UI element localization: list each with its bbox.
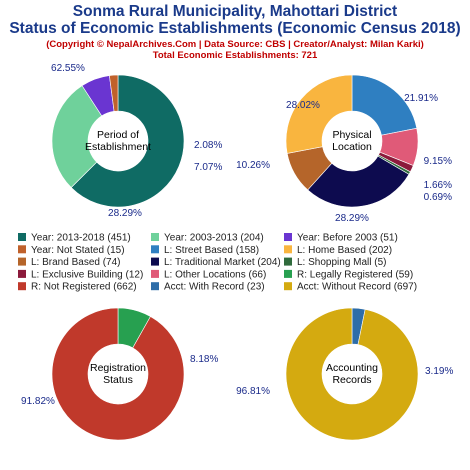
legend-item: Year: 2013-2018 (451) — [18, 233, 131, 244]
chart-title-line1: Sonma Rural Municipality, Mahottari Dist… — [72, 3, 398, 20]
legend-label: L: Brand Based (74) — [31, 257, 121, 268]
legend-swatch — [284, 282, 292, 291]
slice-1-4 — [109, 74, 119, 112]
slice-pct-label: 7.07% — [194, 162, 222, 173]
legend-swatch — [284, 233, 292, 241]
slice-pct-label: 1.66% — [424, 180, 452, 191]
slice-pct-label: 8.18% — [190, 354, 218, 365]
legend-swatch — [151, 269, 159, 278]
legend-item: Year: Before 2003 (51) — [284, 233, 398, 244]
chart-total: Total Economic Establishments: 721 — [152, 50, 318, 61]
legend-item: R: Not Registered (662) — [18, 282, 137, 293]
donut-center — [322, 344, 382, 404]
donut-center-label: Records — [332, 374, 371, 386]
slice-pct-label: 0.69% — [424, 192, 452, 203]
legend-swatch — [284, 269, 292, 278]
legend-swatch — [18, 282, 26, 291]
legend-label: L: Other Locations (66) — [164, 269, 266, 280]
slice-2-7 — [285, 74, 353, 154]
donut-center — [322, 111, 382, 171]
donut-center-label: Physical — [332, 129, 371, 141]
slice-pct-label: 21.91% — [404, 93, 438, 104]
slice-pct-label: 3.19% — [425, 366, 453, 377]
legend-swatch — [151, 245, 159, 254]
legend-item: Year: Not Stated (15) — [18, 245, 125, 256]
slice-pct-label: 91.82% — [21, 396, 55, 407]
legend-label: L: Exclusive Building (12) — [31, 269, 143, 280]
legend-swatch — [18, 269, 26, 278]
legend-swatch — [151, 233, 159, 241]
slice-pct-label: 10.26% — [236, 160, 270, 171]
donut-center-label: Period of — [97, 129, 139, 141]
legend-label: Year: 2013-2018 (451) — [31, 233, 131, 244]
donut-center-label: Status — [103, 374, 133, 386]
slice-pct-label: 28.29% — [108, 208, 142, 219]
donut-center-label: Location — [332, 141, 372, 153]
donut-center-label: Registration — [90, 362, 146, 374]
slice-4-2 — [285, 307, 419, 441]
chart-subtitle: (Copyright © NepalArchives.Com | Data So… — [46, 39, 424, 50]
slice-pct-label: 28.02% — [286, 100, 320, 111]
slice-pct-label: 96.81% — [236, 386, 270, 397]
legend-label: Year: Before 2003 (51) — [297, 233, 398, 244]
slice-1-2 — [51, 85, 103, 188]
legend-swatch — [284, 245, 292, 254]
legend-swatch — [284, 257, 292, 266]
donut-center — [88, 111, 148, 171]
slice-pct-label: 28.29% — [335, 213, 369, 224]
legend-swatch — [18, 233, 26, 241]
legend-item: L: Traditional Market (204) — [151, 257, 281, 268]
donut-center-label: Establishment — [85, 141, 151, 153]
legend-label: L: Home Based (202) — [297, 245, 392, 256]
legend-item: L: Exclusive Building (12) — [18, 269, 143, 280]
legend-swatch — [151, 282, 159, 291]
legend-label: Acct: Without Record (697) — [297, 282, 417, 293]
slice-pct-label: 2.08% — [194, 140, 222, 151]
legend-label: R: Not Registered (662) — [31, 282, 137, 293]
legend-label: Year: Not Stated (15) — [31, 245, 125, 256]
donut-chart-1: 62.55% 28.29% 7.07% 2.08% Period ofEstablish… — [51, 63, 222, 219]
legend-swatch — [18, 245, 26, 254]
legend-item: Acct: With Record (23) — [151, 282, 265, 293]
legend-item: L: Other Locations (66) — [151, 269, 266, 280]
legend-label: Year: 2003-2013 (204) — [164, 233, 264, 244]
legend-item: L: Street Based (158) — [151, 245, 259, 256]
legend-item: Acct: Without Record (697) — [284, 282, 417, 293]
slice-pct-label: 9.15% — [424, 156, 452, 167]
legend-item: L: Shopping Mall (5) — [284, 257, 387, 268]
legend-item: L: Home Based (202) — [284, 245, 392, 256]
legend-label: L: Street Based (158) — [164, 245, 259, 256]
slice-3-2 — [51, 307, 185, 441]
legend-item: L: Brand Based (74) — [18, 257, 121, 268]
donut-center — [88, 344, 148, 404]
slice-1-1 — [70, 74, 185, 208]
slice-pct-label: 62.55% — [51, 63, 85, 74]
legend-swatch — [151, 257, 159, 266]
legend-label: L: Shopping Mall (5) — [297, 257, 387, 268]
legend-item: Year: 2003-2013 (204) — [151, 233, 264, 244]
donut-chart-2: 21.91% 9.15% 1.66%0.69% 28.29% 10.26% 28.02% P… — [236, 74, 452, 224]
chart-title-line2: Status of Economic Establishments (Econo… — [9, 20, 461, 37]
legend-item: R: Legally Registered (59) — [284, 269, 413, 280]
slice-2-5 — [307, 155, 410, 208]
legend-label: L: Traditional Market (204) — [164, 257, 281, 268]
legend-label: Acct: With Record (23) — [164, 282, 265, 293]
donut-center-label: Accounting — [326, 362, 378, 374]
legend-label: R: Legally Registered (59) — [297, 269, 413, 280]
legend-swatch — [18, 257, 26, 266]
